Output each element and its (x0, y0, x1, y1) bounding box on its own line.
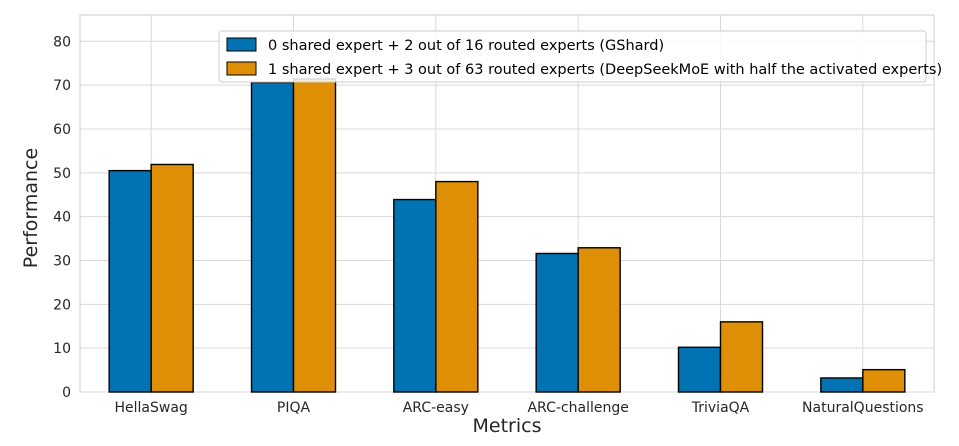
bar-deepseekmoe-hellaswag (150, 163, 194, 393)
bar-gshard-arc-challenge (535, 252, 579, 393)
legend-label-deepseekmoe: 1 shared expert + 3 out of 63 routed exp… (268, 62, 942, 78)
bar-deepseekmoe-triviaqa (719, 321, 764, 393)
y-tick-label: 20 (53, 297, 71, 313)
y-axis-title: Performance (20, 148, 42, 268)
legend-frame (218, 30, 927, 83)
y-tick-label: 80 (53, 34, 71, 50)
bar-gshard-piqa (250, 81, 295, 393)
legend-swatch-gshard (226, 37, 257, 52)
bar-deepseekmoe-arc-easy (435, 180, 479, 393)
y-tick-label: 50 (53, 166, 71, 182)
bar-deepseekmoe-piqa (292, 78, 337, 393)
x-tick-label: TriviaQA (691, 400, 750, 416)
y-tick-label: 60 (53, 122, 71, 138)
y-tick-label: 0 (62, 385, 71, 401)
y-tick-label: 40 (53, 210, 71, 226)
bar-deepseekmoe-arc-challenge (577, 247, 621, 393)
x-tick-label: PIQA (277, 400, 311, 416)
y-tick-label: 70 (53, 78, 71, 94)
bar-deepseekmoe-naturalquestions (862, 368, 906, 393)
bar-gshard-arc-easy (393, 198, 437, 393)
bar-gshard-triviaqa (677, 346, 722, 393)
legend-swatch-deepseekmoe (226, 61, 257, 76)
bars (108, 78, 906, 393)
x-tick-labels: HellaSwag PIQA ARC-easy ARC-challenge Trivia… (115, 400, 924, 416)
legend: 0 shared expert + 2 out of 16 routed exp… (218, 30, 942, 83)
x-tick-label: ARC-challenge (527, 400, 628, 416)
y-tick-labels: 0 10 20 30 40 50 60 70 80 (53, 34, 71, 401)
bar-gshard-hellaswag (108, 169, 152, 393)
x-tick-label: ARC-easy (403, 400, 469, 416)
y-tick-label: 10 (53, 341, 71, 357)
legend-label-gshard: 0 shared expert + 2 out of 16 routed exp… (268, 38, 664, 54)
x-tick-label: NaturalQuestions (802, 400, 924, 416)
bar-gshard-naturalquestions (820, 377, 864, 393)
x-tick-label: HellaSwag (115, 400, 188, 416)
y-tick-label: 30 (53, 253, 71, 269)
x-axis-title: Metrics (473, 415, 542, 437)
